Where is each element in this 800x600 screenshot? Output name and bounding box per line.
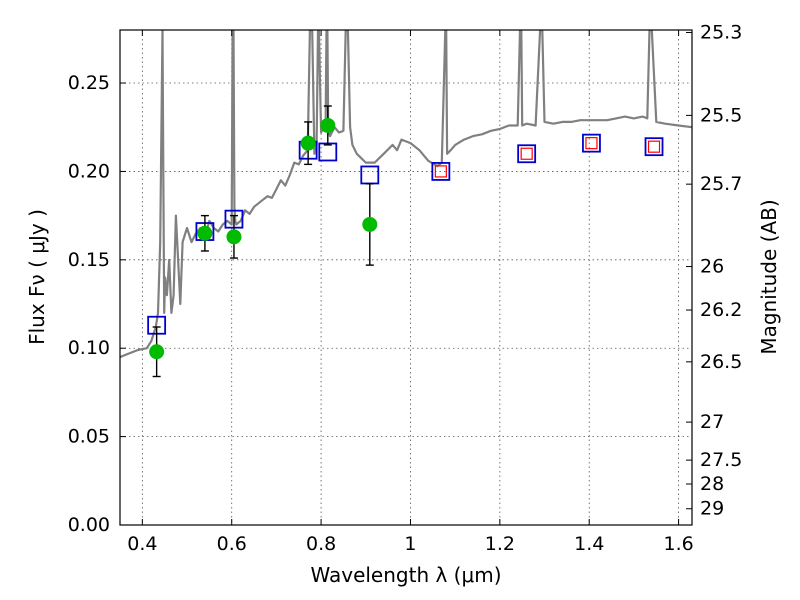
observed-point — [362, 216, 378, 232]
spectrum-line — [120, 30, 692, 359]
model-square-inner — [585, 137, 598, 150]
model-square — [582, 133, 601, 153]
y2-tick-label: 27.5 — [700, 449, 742, 471]
model-square-inner — [647, 140, 661, 153]
tick-layer: 0.4 0.6 0.8 1 1.2 1.4 1.6 0.00 0.05 0.10 0.15 0.20 0… — [68, 21, 743, 555]
x-axis-title: Wavelength λ (μm) — [310, 563, 501, 587]
model-square — [644, 137, 664, 157]
y-tick-label: 0.00 — [68, 514, 110, 536]
observed-point — [320, 117, 336, 133]
y2-tick-label: 26 — [700, 256, 724, 278]
y2-axis-title: Magnitude (AB) — [757, 199, 781, 354]
x-tick-label: 0.4 — [127, 533, 157, 555]
observed-point — [197, 225, 213, 241]
y-tick-label: 0.25 — [68, 72, 110, 94]
x-tick-label: 1.6 — [663, 533, 693, 555]
x-tick-label: 1.4 — [574, 533, 604, 555]
y2-tick-label: 28 — [700, 473, 724, 495]
observed-point — [300, 135, 316, 151]
marker-layer — [147, 105, 664, 378]
model-square-inner — [434, 165, 447, 178]
model-square — [431, 162, 451, 181]
x-tick-label: 1.2 — [485, 533, 515, 555]
model-square — [517, 144, 537, 164]
x-tick-label: 0.8 — [306, 533, 336, 555]
observed-point — [226, 229, 242, 245]
plot-layer — [120, 30, 692, 359]
y-tick-label: 0.05 — [68, 426, 110, 448]
y2-tick-label: 29 — [700, 498, 724, 520]
y2-tick-label: 26.5 — [700, 351, 742, 373]
y-axis-title: Flux Fν ( μJy ) — [25, 209, 49, 345]
y2-tick-label: 25.5 — [700, 104, 742, 126]
x-tick-label: 0.6 — [217, 533, 247, 555]
observed-point — [149, 344, 165, 360]
y-tick-label: 0.15 — [68, 249, 110, 271]
y-tick-label: 0.10 — [68, 337, 110, 359]
plot-frame — [119, 29, 693, 526]
x-tick-label: 1 — [404, 533, 416, 555]
y-tick-label: 0.20 — [68, 160, 110, 182]
y2-tick-label: 25.7 — [700, 173, 742, 195]
model-square-inner — [520, 147, 533, 160]
y2-tick-label: 26.2 — [700, 299, 742, 321]
y2-tick-label: 27 — [700, 411, 724, 433]
y2-tick-label: 25.3 — [700, 21, 742, 43]
